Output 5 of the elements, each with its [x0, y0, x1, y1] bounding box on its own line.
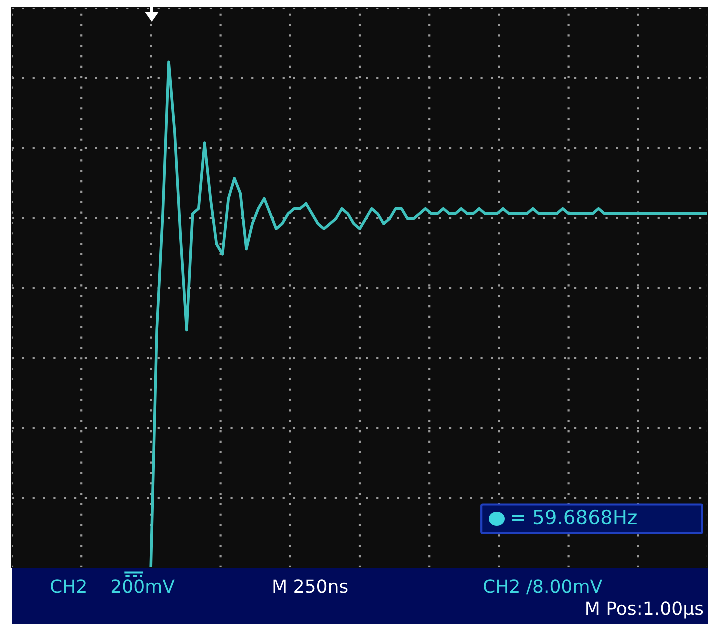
annotation: = 59.6868Hz	[512, 510, 637, 525]
text: M 250ns	[274, 580, 348, 594]
text: CH2 /8.00mV	[484, 580, 602, 595]
text: M Pos:1.00μs	[586, 602, 704, 619]
text: CH2 200mV	[51, 580, 175, 594]
